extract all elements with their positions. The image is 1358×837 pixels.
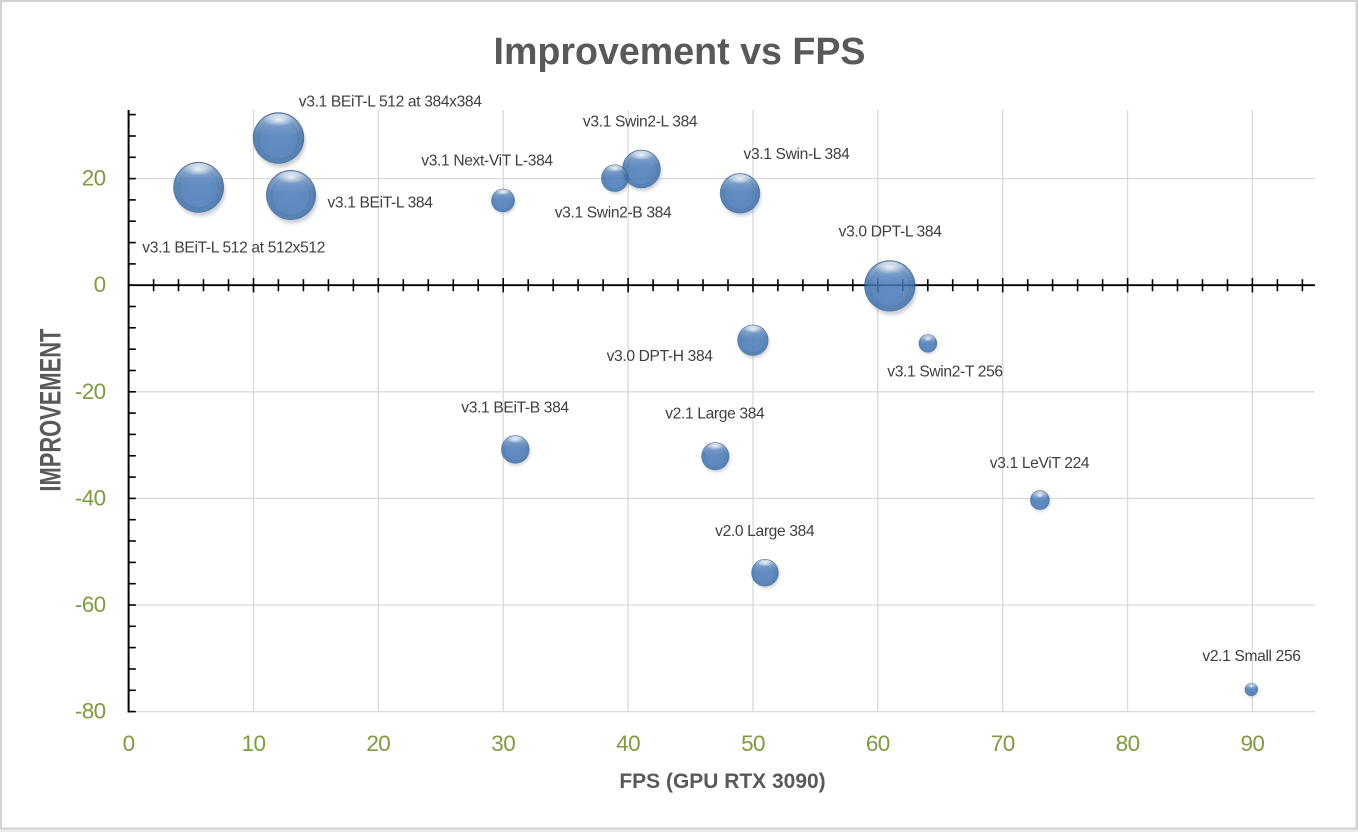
svg-text:0: 0 (94, 272, 106, 297)
svg-text:v3.1 Next-ViT L-384: v3.1 Next-ViT L-384 (421, 153, 553, 170)
svg-text:FPS (GPU RTX 3090): FPS (GPU RTX 3090) (619, 769, 825, 793)
svg-text:IMPROVEMENT: IMPROVEMENT (33, 329, 67, 492)
svg-text:90: 90 (1240, 731, 1264, 756)
svg-text:-40: -40 (75, 485, 106, 510)
svg-text:20: 20 (82, 166, 106, 191)
svg-text:v3.1 BEiT-L 512 at 384x384: v3.1 BEiT-L 512 at 384x384 (299, 94, 482, 111)
svg-text:40: 40 (616, 731, 640, 756)
svg-text:v3.1 Swin2-L 384: v3.1 Swin2-L 384 (583, 114, 698, 131)
svg-text:v2.1 Small 256: v2.1 Small 256 (1202, 648, 1300, 665)
svg-text:20: 20 (366, 731, 390, 756)
svg-text:80: 80 (1116, 731, 1140, 756)
svg-text:10: 10 (242, 731, 266, 756)
svg-text:Improvement vs FPS: Improvement vs FPS (493, 31, 865, 73)
svg-text:-80: -80 (75, 699, 106, 724)
svg-text:v3.1 BEiT-B 384: v3.1 BEiT-B 384 (461, 400, 569, 417)
svg-text:v3.1 Swin2-T 256: v3.1 Swin2-T 256 (887, 364, 1002, 381)
svg-text:v3.0 DPT-H 384: v3.0 DPT-H 384 (607, 348, 714, 365)
svg-text:50: 50 (741, 731, 765, 756)
svg-text:60: 60 (866, 731, 890, 756)
svg-text:-20: -20 (75, 379, 106, 404)
svg-text:-60: -60 (75, 592, 106, 617)
svg-text:v3.1 BEiT-L 512 at 512x512: v3.1 BEiT-L 512 at 512x512 (142, 240, 325, 257)
svg-text:0: 0 (123, 731, 135, 756)
svg-text:v2.1 Large 384: v2.1 Large 384 (665, 406, 765, 423)
svg-text:v3.1 LeViT 224: v3.1 LeViT 224 (990, 455, 1090, 472)
svg-text:v3.0 DPT-L 384: v3.0 DPT-L 384 (839, 224, 943, 241)
svg-text:v2.0 Large 384: v2.0 Large 384 (715, 523, 815, 540)
svg-text:v3.1 BEiT-L 384: v3.1 BEiT-L 384 (327, 195, 433, 212)
svg-text:30: 30 (491, 731, 515, 756)
svg-text:v3.1 Swin2-B 384: v3.1 Swin2-B 384 (555, 204, 672, 221)
svg-text:v3.1 Swin-L 384: v3.1 Swin-L 384 (744, 146, 851, 163)
svg-text:70: 70 (991, 731, 1015, 756)
